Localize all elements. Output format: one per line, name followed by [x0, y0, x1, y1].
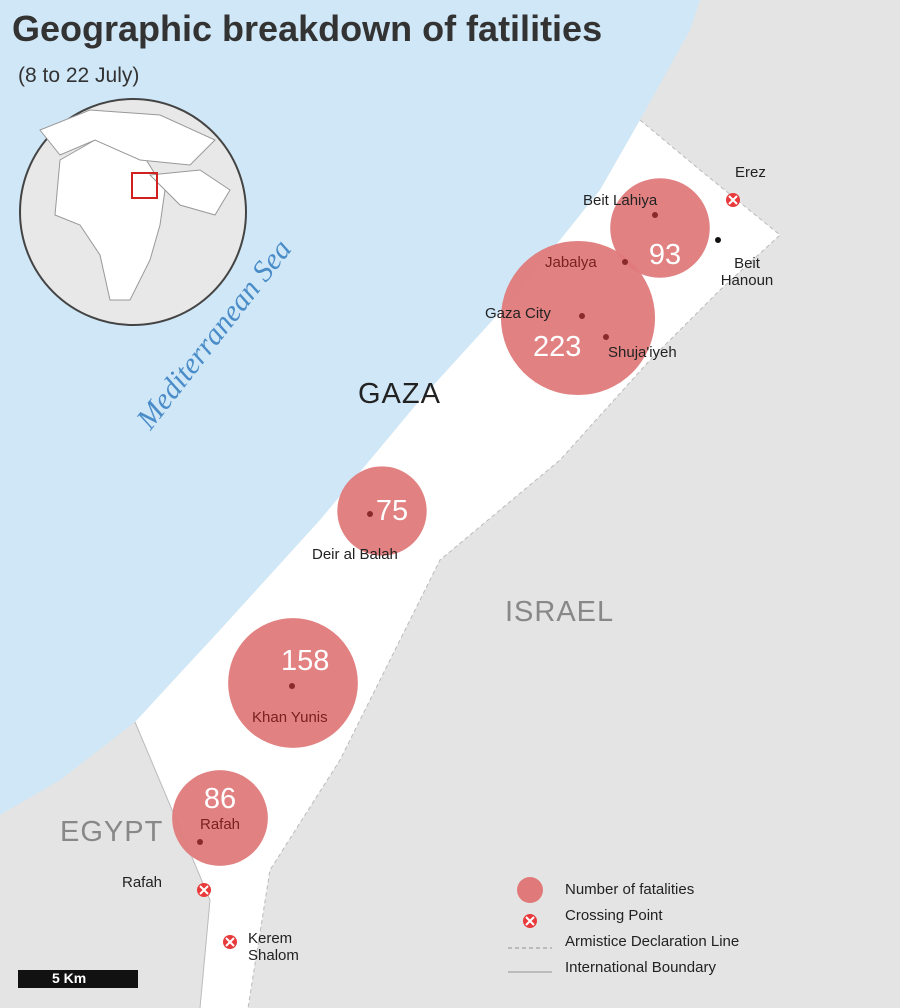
- subtitle: (8 to 22 July): [18, 64, 140, 87]
- scale-label: 5 Km: [52, 970, 87, 986]
- place-label: Kerem Shalom: [248, 930, 299, 965]
- crossing-point-mark: [225, 937, 235, 947]
- legend-crossing-mark: [525, 916, 535, 926]
- place-dot: [579, 313, 585, 319]
- place-label: Beit Lahiya: [583, 192, 658, 209]
- place-label: Khan Yunis: [252, 709, 328, 726]
- place-label: Shuja'iyeh: [608, 344, 677, 361]
- legend-label: International Boundary: [565, 959, 716, 976]
- place-dot: [367, 511, 373, 517]
- place-dot: [715, 237, 721, 243]
- place-label: Erez: [735, 164, 766, 181]
- legend-label: Number of fatalities: [565, 881, 695, 898]
- place-dot: [197, 839, 203, 845]
- fatality-bubble: [228, 618, 358, 748]
- fatality-count: 86: [203, 783, 237, 815]
- fatality-count: 75: [375, 495, 409, 527]
- region-label: EGYPT: [60, 816, 164, 848]
- fatality-bubble: [337, 466, 427, 556]
- place-label: Rafah: [200, 816, 241, 833]
- place-dot: [603, 334, 609, 340]
- fatality-count: 158: [281, 645, 330, 677]
- place-dot: [289, 683, 295, 689]
- scale-bar: [18, 970, 138, 988]
- place-dot: [622, 259, 628, 265]
- fatality-count: 223: [533, 331, 582, 363]
- fatality-bubble: [500, 240, 656, 396]
- place-label: Rafah: [122, 874, 163, 891]
- crossing-point-mark: [728, 195, 738, 205]
- place-label: Gaza City: [485, 305, 551, 322]
- place-label: Jabalya: [545, 254, 597, 271]
- region-label: GAZA: [358, 378, 441, 410]
- armistice-line: [247, 119, 781, 1008]
- fatality-bubble: [610, 178, 710, 278]
- international-boundary: [134, 721, 211, 1008]
- region-label: ISRAEL: [505, 596, 615, 628]
- title: Geographic breakdown of fatilities: [12, 8, 603, 49]
- legend-bubble: [517, 877, 543, 903]
- place-dot: [652, 212, 658, 218]
- fatality-count: 93: [648, 239, 682, 271]
- crossing-point-mark: [199, 885, 209, 895]
- globe-inset: [19, 98, 247, 326]
- place-label: Deir al Balah: [312, 546, 398, 563]
- fatality-bubble: [172, 770, 268, 866]
- legend-label: Crossing Point: [565, 907, 663, 924]
- legend-label: Armistice Declaration Line: [565, 933, 740, 950]
- place-label: Beit Hanoun: [720, 255, 774, 290]
